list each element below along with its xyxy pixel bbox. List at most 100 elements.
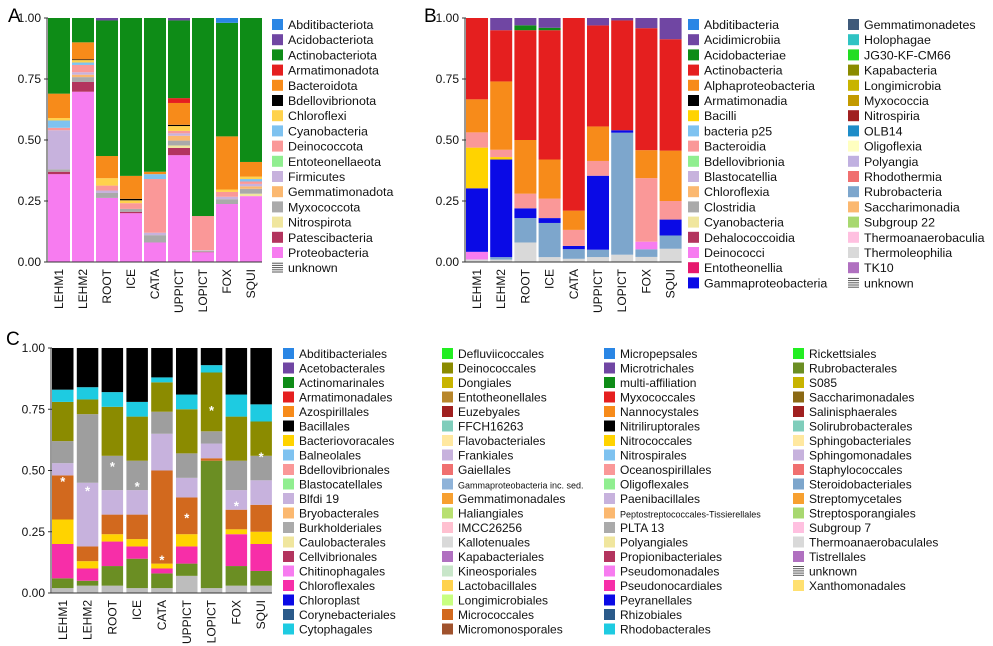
bar-segment — [126, 490, 148, 515]
legend-swatch — [793, 580, 804, 591]
bar-segment — [240, 193, 262, 197]
bar-segment — [635, 249, 658, 257]
legend-label: Paenibacillales — [620, 492, 700, 506]
legend-label: unknown — [288, 261, 338, 275]
legend-label: Gammaproteobacteria — [704, 276, 827, 290]
bar-segment — [176, 477, 198, 498]
legend-swatch — [688, 49, 699, 61]
legend-label: Micropepsales — [620, 347, 697, 361]
y-tick-label: 0.50 — [18, 133, 42, 147]
bar-segment — [514, 25, 537, 31]
bar-segment — [587, 175, 609, 250]
legend-swatch — [793, 391, 804, 403]
legend-swatch — [688, 95, 699, 106]
significance-asterisk: * — [184, 511, 190, 526]
bar-segment — [151, 411, 173, 434]
legend-swatch — [793, 536, 804, 548]
bar-segment — [72, 59, 94, 61]
legend-label: Longimicrobiales — [458, 594, 548, 608]
legend-swatch — [848, 79, 859, 91]
y-tick-label: 0.00 — [22, 586, 46, 600]
bar-segment — [176, 563, 198, 576]
legend-label: Streptosporangiales — [809, 507, 916, 521]
legend-swatch — [272, 155, 283, 167]
legend-label: Blastocatellales — [299, 478, 382, 492]
legend-label: Dongiales — [458, 376, 511, 390]
legend-swatch — [272, 95, 283, 106]
legend-label: Holophagae — [864, 33, 931, 47]
bar-segment — [490, 257, 513, 260]
x-tick-label: LEHM1 — [52, 269, 66, 309]
legend-swatch — [848, 216, 859, 228]
bar-segment — [514, 218, 537, 243]
bar-segment — [76, 399, 99, 415]
legend-swatch — [283, 478, 294, 490]
legend-swatch — [848, 140, 859, 152]
significance-asterisk: * — [259, 449, 265, 464]
bar-segment — [96, 185, 118, 191]
significance-asterisk: * — [135, 479, 141, 494]
legend-swatch — [848, 247, 859, 258]
legend-label: Streptomycetales — [809, 492, 902, 506]
bar-segment — [538, 222, 561, 258]
legend-label: Firmicutes — [288, 170, 345, 184]
bar-segment — [216, 22, 238, 137]
x-tick-label: ROOT — [105, 599, 119, 634]
legend-label: Abditibacteriales — [299, 347, 387, 361]
legend-label: Deinococcota — [288, 140, 363, 154]
bar-segment — [96, 20, 118, 157]
bar-segment — [126, 460, 148, 491]
legend-label: Microtrichales — [620, 362, 694, 376]
y-tick-label: 1.00 — [22, 341, 46, 355]
bar-segment — [200, 443, 223, 459]
legend-label: Armatimonadia — [704, 94, 787, 108]
legend-label: Acidobacteriae — [704, 48, 786, 62]
legend-swatch — [442, 348, 453, 359]
legend-swatch — [283, 391, 294, 403]
legend-label: Haliangiales — [458, 507, 523, 521]
bar-segment — [562, 245, 585, 250]
bar-segment — [120, 198, 142, 201]
legend-label: bacteria p25 — [704, 124, 772, 138]
legend-label: Chloroplast — [299, 594, 360, 608]
legend-swatch — [848, 201, 859, 213]
bar-segment — [52, 578, 74, 589]
bar-segment — [120, 211, 142, 214]
bar-segment — [659, 150, 682, 201]
bar-segment — [176, 453, 198, 478]
legend-swatch — [283, 565, 294, 577]
legend-label: Rubrobacteria — [864, 185, 942, 199]
bar-segment — [466, 251, 488, 260]
legend-swatch — [604, 536, 615, 548]
legend-label: Solirubrobacterales — [809, 420, 912, 434]
legend-label: Thermoanaerobaculia — [864, 231, 985, 245]
bar-segment — [144, 171, 166, 175]
y-tick-label: 1.00 — [18, 11, 42, 25]
x-tick-label: LEHM2 — [81, 600, 95, 640]
legend-swatch — [283, 522, 294, 533]
bar-segment — [240, 179, 262, 182]
bar-segment — [168, 98, 190, 103]
legend-swatch — [283, 493, 294, 504]
significance-asterisk: * — [234, 498, 240, 513]
x-tick-label: LEHM2 — [494, 269, 508, 309]
bar-segment — [587, 160, 609, 176]
bar-segment — [490, 159, 513, 258]
bar-segment — [250, 348, 272, 405]
x-tick-label: LEHM1 — [470, 269, 484, 309]
legend-swatch — [283, 464, 294, 475]
legend-swatch — [688, 125, 699, 137]
bar-segment — [52, 519, 74, 544]
significance-asterisk: * — [110, 459, 116, 474]
bar-segment — [466, 99, 488, 133]
bar-segment — [225, 394, 248, 417]
bar-segment — [611, 130, 634, 133]
y-tick-label: 0.00 — [18, 255, 42, 269]
bar-segment — [168, 145, 190, 148]
legend-label: multi-affiliation — [620, 376, 696, 390]
legend-swatch — [283, 348, 294, 359]
legend-label: Frankiales — [458, 449, 513, 463]
bar-segment — [466, 188, 488, 252]
legend-label: PLTA 13 — [620, 521, 665, 535]
bar-segment — [126, 539, 148, 547]
